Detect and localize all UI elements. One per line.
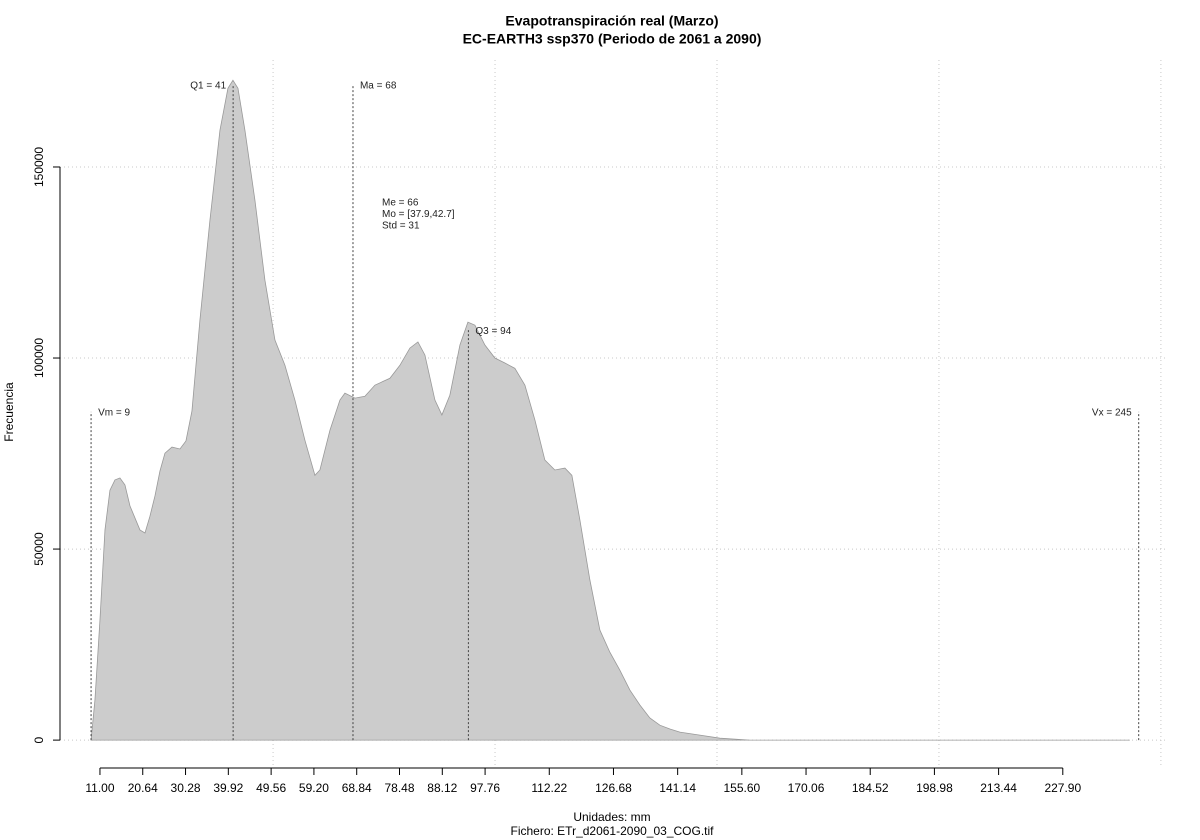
y-tick-label: 50000 (32, 532, 46, 566)
marker-label: Q1 = 41 (190, 80, 226, 91)
density-area (90, 79, 1130, 741)
x-tick-label: 184.52 (852, 781, 889, 795)
x-tick-label: 198.98 (916, 781, 953, 795)
stat-label: Me = 66 (382, 198, 419, 209)
x-tick-label: 30.28 (171, 781, 201, 795)
y-axis-label: Frecuencia (2, 382, 16, 442)
x-tick-label: 59.20 (299, 781, 329, 795)
chart-title: Evapotranspiración real (Marzo) (505, 13, 718, 29)
y-tick-label: 100000 (32, 338, 46, 378)
y-tick-label: 150000 (32, 147, 46, 187)
x-tick-label: 141.14 (659, 781, 696, 795)
y-tick-label: 0 (32, 736, 46, 743)
marker-label: Vm = 9 (98, 408, 130, 419)
x-tick-label: 126.68 (595, 781, 632, 795)
x-axis-label: Unidades: mm (573, 810, 650, 824)
x-tick-label: 227.90 (1044, 781, 1081, 795)
x-tick-label: 112.22 (531, 781, 567, 795)
stat-label: Mo = [37.9,42.7] (382, 209, 455, 220)
x-tick-label: 78.48 (384, 781, 414, 795)
x-tick-label: 68.84 (342, 781, 372, 795)
marker-label: Ma = 68 (360, 80, 397, 91)
marker-label: Vx = 245 (1092, 408, 1132, 419)
footer: Fichero: ETr_d2061-2090_03_COG.tif (511, 824, 715, 838)
x-tick-label: 97.76 (470, 781, 500, 795)
stat-label: Std = 31 (382, 221, 420, 232)
x-tick-label: 88.12 (427, 781, 457, 795)
x-tick-label: 155.60 (723, 781, 760, 795)
x-tick-label: 20.64 (128, 781, 158, 795)
x-tick-label: 39.92 (213, 781, 243, 795)
x-tick-label: 49.56 (256, 781, 286, 795)
marker-label: Q3 = 94 (475, 326, 511, 337)
chart-subtitle: EC-EARTH3 ssp370 (Periodo de 2061 a 2090… (463, 31, 762, 47)
x-tick-label: 170.06 (788, 781, 825, 795)
x-tick-label: 11.00 (85, 781, 114, 795)
x-tick-label: 213.44 (980, 781, 1017, 795)
